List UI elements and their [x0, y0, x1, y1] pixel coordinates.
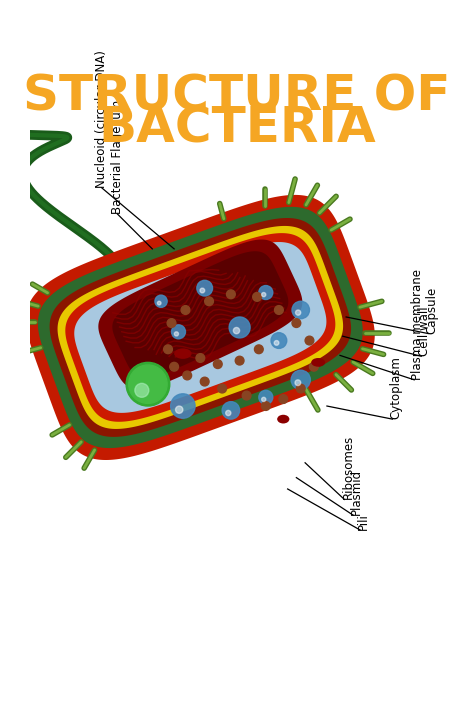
- Circle shape: [253, 292, 262, 301]
- Circle shape: [200, 288, 205, 293]
- Ellipse shape: [174, 348, 191, 359]
- Circle shape: [305, 336, 314, 345]
- Polygon shape: [98, 240, 302, 389]
- Circle shape: [233, 328, 240, 333]
- Circle shape: [295, 310, 301, 315]
- Circle shape: [226, 410, 231, 416]
- Text: Bacterial Flagellum: Bacterial Flagellum: [111, 100, 124, 214]
- Circle shape: [271, 333, 287, 348]
- Circle shape: [291, 370, 310, 390]
- Circle shape: [183, 371, 191, 380]
- Circle shape: [135, 383, 149, 397]
- Circle shape: [262, 397, 266, 402]
- Text: Ribosomes: Ribosomes: [341, 435, 355, 499]
- Circle shape: [274, 341, 279, 346]
- Circle shape: [255, 345, 263, 353]
- Circle shape: [172, 325, 185, 339]
- Circle shape: [262, 402, 270, 410]
- Circle shape: [235, 356, 244, 365]
- Polygon shape: [38, 207, 363, 448]
- Circle shape: [292, 301, 310, 319]
- Circle shape: [126, 363, 170, 406]
- Ellipse shape: [311, 358, 325, 367]
- Polygon shape: [74, 242, 327, 413]
- Circle shape: [222, 402, 240, 419]
- Circle shape: [296, 384, 305, 393]
- Circle shape: [274, 306, 283, 314]
- Circle shape: [259, 286, 273, 299]
- Text: Nucleoid (circular DNA): Nucleoid (circular DNA): [95, 50, 108, 188]
- Text: BACTERIA: BACTERIA: [98, 105, 376, 152]
- Polygon shape: [112, 251, 288, 378]
- Text: Cell wall: Cell wall: [418, 306, 431, 356]
- Polygon shape: [65, 233, 335, 422]
- Ellipse shape: [277, 415, 290, 424]
- Circle shape: [213, 360, 222, 368]
- Circle shape: [197, 280, 212, 296]
- Circle shape: [262, 292, 266, 296]
- Circle shape: [201, 378, 209, 386]
- Circle shape: [170, 363, 179, 371]
- Text: Pili: Pili: [357, 513, 370, 530]
- Circle shape: [181, 306, 190, 314]
- Text: Capsule: Capsule: [425, 287, 438, 333]
- Circle shape: [155, 295, 167, 307]
- Circle shape: [167, 319, 176, 328]
- Circle shape: [218, 384, 227, 393]
- Text: Cytoplasm: Cytoplasm: [390, 356, 402, 419]
- Circle shape: [259, 390, 273, 405]
- Circle shape: [171, 394, 195, 418]
- Circle shape: [242, 391, 251, 400]
- Circle shape: [295, 380, 301, 385]
- Text: Plasma membrane: Plasma membrane: [411, 269, 424, 380]
- Circle shape: [129, 365, 167, 403]
- Circle shape: [229, 317, 250, 338]
- Polygon shape: [50, 218, 351, 437]
- Circle shape: [164, 345, 173, 353]
- Circle shape: [175, 406, 183, 413]
- Text: Plasmid: Plasmid: [350, 469, 363, 515]
- Circle shape: [227, 290, 235, 299]
- Circle shape: [205, 297, 213, 306]
- Circle shape: [157, 301, 161, 305]
- Circle shape: [174, 332, 179, 336]
- Polygon shape: [57, 226, 343, 429]
- Circle shape: [279, 395, 288, 403]
- Circle shape: [196, 353, 205, 363]
- Polygon shape: [26, 195, 375, 460]
- Circle shape: [292, 319, 301, 328]
- Circle shape: [310, 363, 318, 371]
- Text: STRUCTURE OF: STRUCTURE OF: [23, 72, 451, 120]
